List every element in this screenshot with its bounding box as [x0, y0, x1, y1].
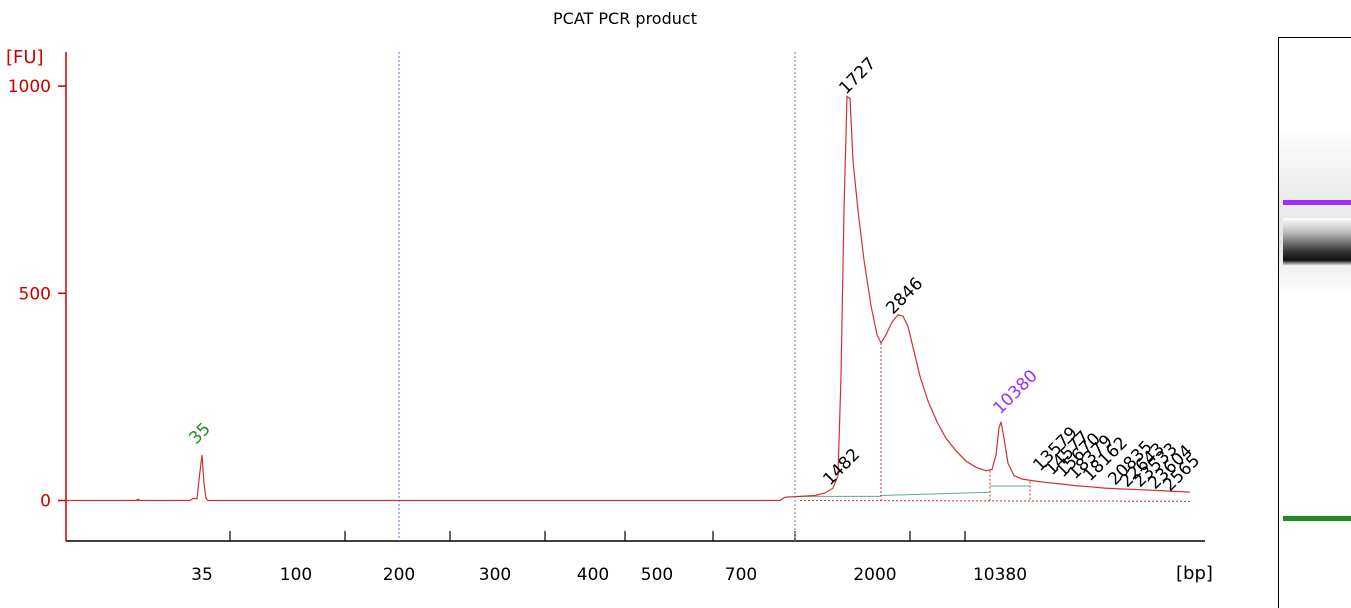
- x-tick-label: 35: [191, 565, 213, 585]
- x-tick-labels: 35 100 200 300 400 500 700 2000 10380: [191, 565, 1027, 585]
- y-tick-label: 500: [19, 284, 51, 304]
- x-axis-label: [bp]: [1176, 563, 1213, 584]
- y-tick-label: 0: [40, 492, 51, 512]
- x-tick-label: 300: [479, 565, 511, 585]
- peak-fill-lines: [799, 343, 1191, 502]
- peak-label-2846: 2846: [882, 274, 927, 319]
- y-tick-label: 1000: [8, 77, 51, 97]
- gel-smear: [1279, 126, 1351, 296]
- trace-group: [66, 95, 1191, 502]
- baseline-dotted: [799, 500, 1191, 502]
- y-axis-label: [FU]: [6, 47, 44, 68]
- x-tick-label: 500: [641, 565, 673, 585]
- peak-labels: 3514821727284610380135791457715670183791…: [185, 54, 1204, 496]
- gel-image: [1278, 37, 1351, 608]
- electropherogram-chart: PCAT PCR product [FU] [bp] 0 500 1000 35 10…: [6, 9, 1213, 585]
- peak-label-10380: 10380: [989, 366, 1041, 418]
- x-tick-label: 400: [577, 565, 609, 585]
- x-tick-label: 10380: [973, 565, 1027, 585]
- peak-label-35: 35: [185, 419, 214, 448]
- trace-line: [66, 95, 1191, 502]
- baseline-segment: [879, 491, 991, 497]
- x-tick-label: 100: [280, 565, 312, 585]
- lower-marker-band: [1283, 516, 1351, 521]
- upper-marker-band: [1283, 200, 1351, 205]
- peak-label-1482: 1482: [819, 445, 864, 490]
- chart-title: PCAT PCR product: [553, 9, 697, 28]
- axes: [58, 52, 1205, 542]
- y-tick-labels: 0 500 1000: [8, 77, 51, 511]
- x-tick-label: 700: [725, 565, 757, 585]
- guide-lines: [398, 52, 796, 541]
- x-tick-label: 2000: [853, 565, 896, 585]
- product-band: [1283, 218, 1351, 266]
- peak-label-1727: 1727: [835, 54, 880, 99]
- x-tick-label: 200: [383, 565, 415, 585]
